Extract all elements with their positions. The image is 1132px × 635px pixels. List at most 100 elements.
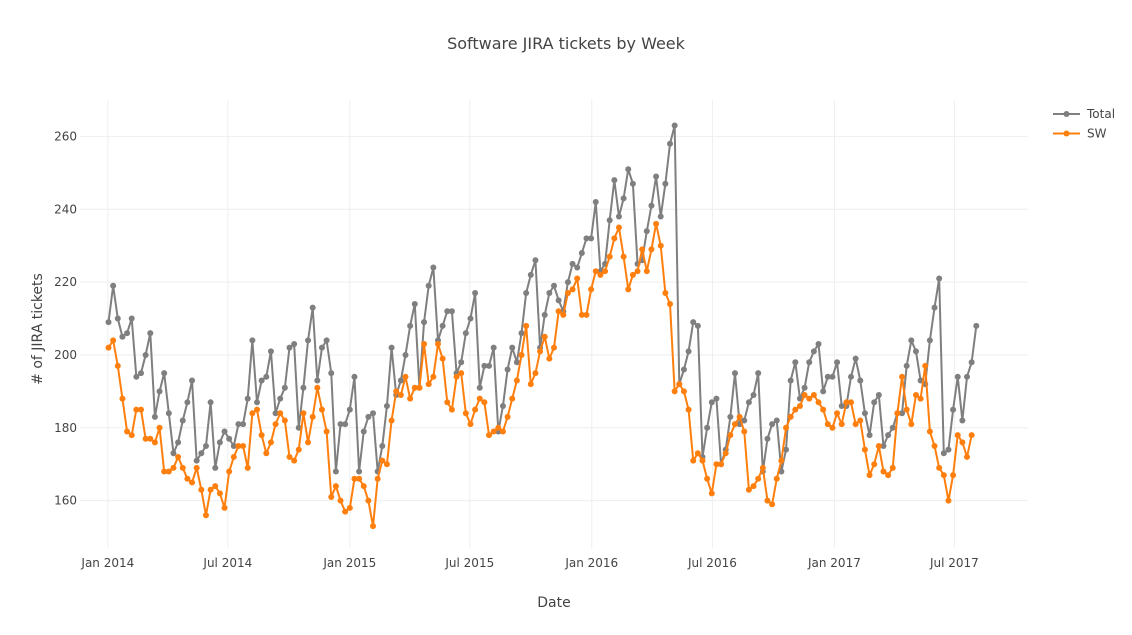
data-point-total [787, 377, 794, 384]
legend-label: Total [1086, 107, 1115, 121]
data-point-total [156, 388, 163, 395]
data-point-total [564, 279, 571, 286]
data-point-sw [532, 370, 539, 377]
data-point-total [407, 322, 414, 329]
data-point-sw [950, 472, 957, 479]
data-point-sw [852, 421, 859, 428]
data-point-total [518, 330, 525, 337]
data-point-total [175, 439, 182, 446]
data-point-total [801, 384, 808, 391]
data-point-sw [583, 311, 590, 318]
data-point-total [193, 457, 200, 464]
data-point-sw [815, 399, 822, 406]
data-point-total [448, 308, 455, 315]
data-point-sw [439, 355, 446, 362]
legend-item-total[interactable]: Total [1053, 107, 1115, 121]
data-point-sw [778, 457, 785, 464]
data-point-sw [922, 362, 929, 369]
data-point-sw [258, 432, 265, 439]
data-point-sw [537, 348, 544, 355]
data-point-sw [462, 410, 469, 417]
data-point-sw [718, 461, 725, 468]
data-point-sw [170, 464, 177, 471]
data-point-total [151, 413, 158, 420]
data-point-sw [281, 417, 288, 424]
series-layer [105, 122, 980, 530]
data-point-total [968, 359, 975, 366]
data-point-sw [959, 439, 966, 446]
data-point-total [551, 282, 557, 289]
x-tick-label: Jan 2015 [322, 556, 376, 570]
data-point-total [880, 443, 887, 450]
data-point-sw [578, 311, 585, 318]
data-point-total [509, 344, 516, 351]
data-point-total [249, 337, 256, 344]
legend-swatch-marker [1063, 111, 1070, 117]
data-point-sw [504, 413, 511, 420]
data-point-sw [653, 220, 660, 227]
data-point-total [226, 435, 233, 442]
data-point-sw [912, 392, 919, 399]
data-point-sw [360, 483, 367, 490]
data-point-total [481, 362, 488, 369]
data-point-total [629, 180, 636, 187]
data-point-total [606, 217, 613, 224]
data-point-sw [722, 450, 729, 457]
data-point-sw [551, 344, 557, 351]
data-point-sw [513, 377, 520, 384]
data-point-sw [495, 424, 502, 431]
data-point-total [583, 235, 590, 242]
data-point-sw [917, 395, 924, 402]
data-point-total [346, 406, 353, 413]
data-point-total [899, 410, 906, 417]
data-point-total [128, 315, 135, 322]
data-point-sw [773, 475, 780, 482]
data-point-total [708, 399, 715, 406]
data-point-sw [499, 428, 506, 435]
data-point-sw [444, 399, 451, 406]
data-point-sw [490, 428, 497, 435]
data-point-total [829, 373, 836, 380]
data-point-total [769, 421, 776, 428]
data-point-sw [643, 268, 650, 275]
data-point-total [834, 359, 841, 366]
data-point-total [592, 198, 599, 205]
data-point-sw [240, 443, 247, 450]
data-point-total [189, 377, 196, 384]
data-point-sw [309, 413, 316, 420]
data-point-total [806, 359, 813, 366]
data-point-sw [161, 468, 168, 475]
data-point-total [356, 468, 363, 475]
data-point-sw [694, 450, 701, 457]
data-point-total [546, 290, 553, 297]
data-point-total [727, 413, 734, 420]
data-point-sw [792, 406, 799, 413]
data-point-sw [560, 311, 567, 318]
data-point-sw [926, 428, 933, 435]
data-point-total [838, 402, 845, 409]
data-point-sw [903, 406, 910, 413]
y-tick-label: 220 [54, 275, 77, 289]
data-point-total [462, 330, 469, 337]
data-point-total [569, 260, 576, 267]
data-point-total [161, 370, 168, 377]
data-point-sw [940, 472, 947, 479]
data-point-total [773, 417, 780, 424]
data-point-sw [745, 486, 752, 493]
legend-item-sw[interactable]: SW [1053, 127, 1107, 141]
data-point-sw [629, 271, 636, 278]
data-point-sw [671, 388, 678, 395]
data-point-total [903, 362, 910, 369]
data-point-sw [374, 475, 381, 482]
data-point-total [147, 330, 154, 337]
data-point-total [314, 377, 321, 384]
data-point-total [611, 177, 618, 184]
data-point-total [379, 443, 386, 450]
data-point-total [397, 377, 404, 384]
data-point-sw [885, 472, 892, 479]
data-point-total [861, 410, 868, 417]
data-point-total [300, 384, 307, 391]
x-tick-label: Jan 2016 [564, 556, 618, 570]
data-point-sw [147, 435, 154, 442]
data-point-sw [704, 475, 711, 482]
